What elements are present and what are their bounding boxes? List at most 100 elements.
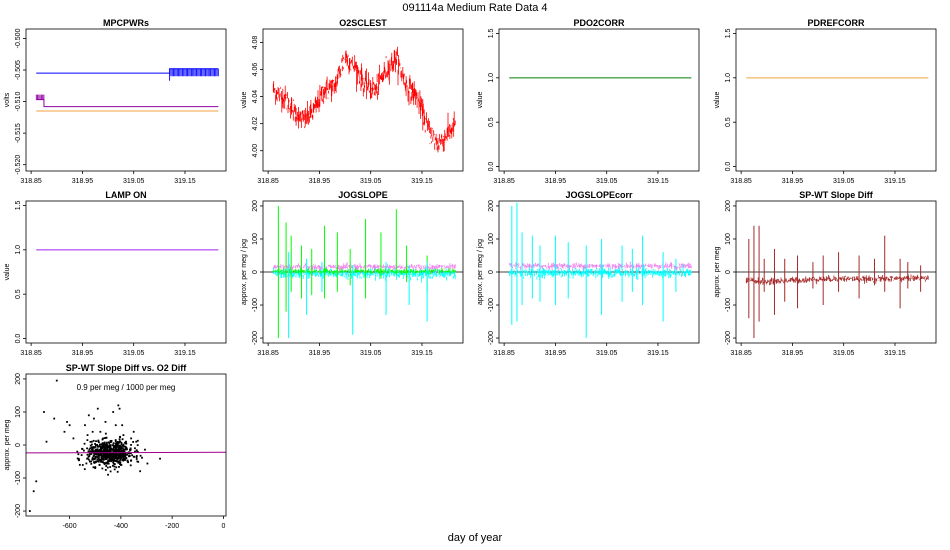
plot-area bbox=[263, 205, 463, 339]
scatter-point bbox=[92, 446, 95, 449]
y-tick-label: 200 bbox=[725, 200, 732, 212]
scatter-point bbox=[117, 447, 120, 450]
scatter-point bbox=[112, 447, 115, 449]
y-tick-label: -0.515 bbox=[15, 123, 22, 143]
scatter-point bbox=[115, 446, 118, 448]
scatter-point bbox=[116, 457, 119, 460]
scatter-point bbox=[104, 446, 106, 448]
scatter-point bbox=[103, 455, 106, 458]
series-band-3 bbox=[272, 267, 456, 275]
scatter-point bbox=[139, 470, 142, 473]
scatter-point bbox=[83, 442, 86, 445]
scatter-point bbox=[129, 447, 132, 450]
scatter-point bbox=[113, 465, 116, 468]
scatter-point bbox=[114, 456, 117, 459]
scatter-point bbox=[104, 447, 107, 450]
scatter-point bbox=[136, 451, 139, 453]
scatter-point bbox=[102, 453, 105, 456]
panel-title: O2SCLEST bbox=[339, 18, 387, 28]
scatter-point bbox=[105, 458, 108, 461]
scatter-point bbox=[96, 444, 99, 446]
x-tick-label: 318.85 bbox=[257, 350, 279, 357]
scatter-point bbox=[55, 379, 58, 382]
scatter-point bbox=[113, 450, 116, 453]
scatter-point bbox=[136, 439, 139, 442]
y-axis-label: approx. per meg / jog bbox=[241, 239, 248, 305]
x-tick-label: 318.95 bbox=[545, 178, 567, 185]
scatter-point bbox=[77, 453, 80, 456]
y-tick-label: 0 bbox=[15, 443, 22, 447]
scatter-point bbox=[81, 447, 83, 450]
scatter-point bbox=[116, 444, 119, 447]
y-tick-label: 0 bbox=[488, 270, 495, 274]
scatter-point bbox=[96, 407, 99, 410]
x-tick-label: 318.95 bbox=[72, 178, 94, 185]
scatter-point bbox=[125, 448, 127, 451]
y-tick-label: 0.0 bbox=[725, 162, 732, 172]
y-tick-label: 200 bbox=[252, 200, 259, 212]
scatter-point bbox=[120, 453, 123, 456]
scatter-point bbox=[96, 456, 99, 458]
scatter-point bbox=[89, 440, 92, 443]
x-tick-label: 318.85 bbox=[20, 350, 42, 357]
x-tick-label: 318.85 bbox=[493, 178, 515, 185]
scatter-point bbox=[117, 404, 120, 407]
y-tick-label: -200 bbox=[252, 331, 259, 345]
scatter-point bbox=[90, 460, 93, 463]
x-tick-label: 319.15 bbox=[884, 178, 906, 185]
scatter-point bbox=[115, 466, 118, 469]
y-tick-label: 4.04 bbox=[252, 90, 259, 104]
scatter-point bbox=[118, 452, 121, 455]
plot-frame bbox=[25, 373, 227, 517]
scatter-point bbox=[99, 459, 101, 461]
scatter-point bbox=[116, 440, 119, 443]
plot-frame bbox=[262, 28, 464, 172]
scatter-point bbox=[94, 443, 96, 445]
scatter-point bbox=[66, 420, 68, 423]
scatter-point bbox=[117, 442, 120, 445]
y-tick-label: 0.5 bbox=[725, 117, 732, 127]
fit-annotation: 0.9 per meg / 1000 per meg bbox=[77, 383, 176, 392]
scatter-point bbox=[109, 450, 112, 453]
scatter-point bbox=[112, 461, 115, 464]
scatter-point bbox=[96, 453, 99, 456]
scatter-point bbox=[104, 462, 107, 465]
x-tick-label: 319.05 bbox=[123, 350, 145, 357]
scatter-point bbox=[109, 448, 111, 451]
x-tick-label: 319.05 bbox=[360, 350, 382, 357]
y-tick-label: 1.5 bbox=[488, 28, 495, 38]
scatter-point bbox=[120, 443, 123, 446]
panel-7: JOGSLOPEcorr approx. per meg / jog 318.85 3… bbox=[477, 190, 700, 357]
y-axis-label: volts bbox=[4, 92, 11, 107]
scatter-point bbox=[104, 469, 107, 471]
y-axis-label: approx. per meg bbox=[714, 246, 721, 297]
x-tick-label: 318.95 bbox=[782, 350, 804, 357]
scatter-point bbox=[114, 460, 117, 462]
y-axis-label: value bbox=[714, 92, 721, 109]
y-tick-label: 0.0 bbox=[488, 162, 495, 172]
y-tick-label: -100 bbox=[725, 298, 732, 312]
scatter-point bbox=[119, 448, 122, 451]
x-tick-label: 318.95 bbox=[545, 350, 567, 357]
x-tick-label: 318.85 bbox=[730, 178, 752, 185]
scatter-point bbox=[96, 460, 98, 463]
plot-frame bbox=[735, 28, 937, 172]
y-tick-label: 1.0 bbox=[15, 245, 22, 255]
scatter-point bbox=[146, 462, 149, 465]
scatter-point bbox=[111, 448, 114, 451]
scatter-point bbox=[97, 460, 100, 462]
scatter-point bbox=[87, 414, 90, 417]
scatter-point bbox=[105, 442, 108, 445]
scatter-point bbox=[118, 460, 121, 463]
scatter-point bbox=[92, 439, 95, 442]
scatter-point bbox=[121, 438, 124, 441]
scatter-point bbox=[109, 470, 112, 473]
scatter-point bbox=[107, 441, 110, 444]
panel-6: JOGSLOPE approx. per meg / jog 318.85 318.9… bbox=[241, 190, 464, 357]
scatter-point bbox=[81, 464, 84, 466]
scatter-point bbox=[128, 455, 131, 457]
figure-title: 091114a Medium Rate Data 4 bbox=[402, 2, 548, 14]
scatter-point bbox=[78, 463, 81, 466]
scatter-point bbox=[120, 451, 123, 453]
panel-3: PDO2CORR value 318.85 318.95 319.05 319.15 0.0… bbox=[477, 18, 700, 185]
